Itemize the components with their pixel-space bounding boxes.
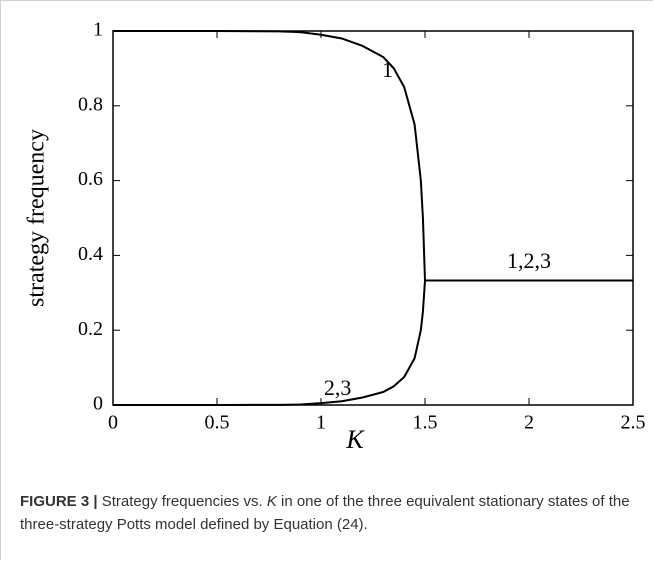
series-label: 2,3 [324,375,352,400]
series-label: 1 [382,57,393,82]
line [113,279,633,406]
caption: FIGURE 3 | Strategy frequencies vs. K in… [20,490,640,536]
x-tick-label: 0 [108,412,118,434]
annotation: 1,2,3 [507,248,551,273]
plot-frame [112,30,634,406]
caption-text: Strategy frequencies vs. [101,493,267,510]
y-tick-label: 0.8 [78,93,103,115]
x-tick-label: 1.5 [413,412,438,434]
y-tick-label: 0.2 [78,318,103,340]
y-axis-label: strategy frequency [24,129,50,307]
x-tick-label: 2 [524,412,534,434]
y-tick-label: 0.6 [78,168,103,190]
line [113,30,633,282]
x-tick-label: 0.5 [205,412,230,434]
x-tick-label: 2.5 [621,412,646,434]
y-tick-label: 0 [93,393,103,415]
y-tick-label: 0.4 [78,243,103,265]
x-axis-label: K [345,425,365,454]
caption-text: in one of the three equivalent stationar… [20,493,630,533]
x-tick-label: 1 [316,412,326,434]
caption-label: FIGURE 3 | [20,493,98,510]
caption-variable: K [266,493,277,510]
y-tick-label: 1 [93,19,103,41]
chart: K strategy frequency 0 0.5 1 1.5 2 2.5 0 0.2 0.4… [24,19,646,454]
